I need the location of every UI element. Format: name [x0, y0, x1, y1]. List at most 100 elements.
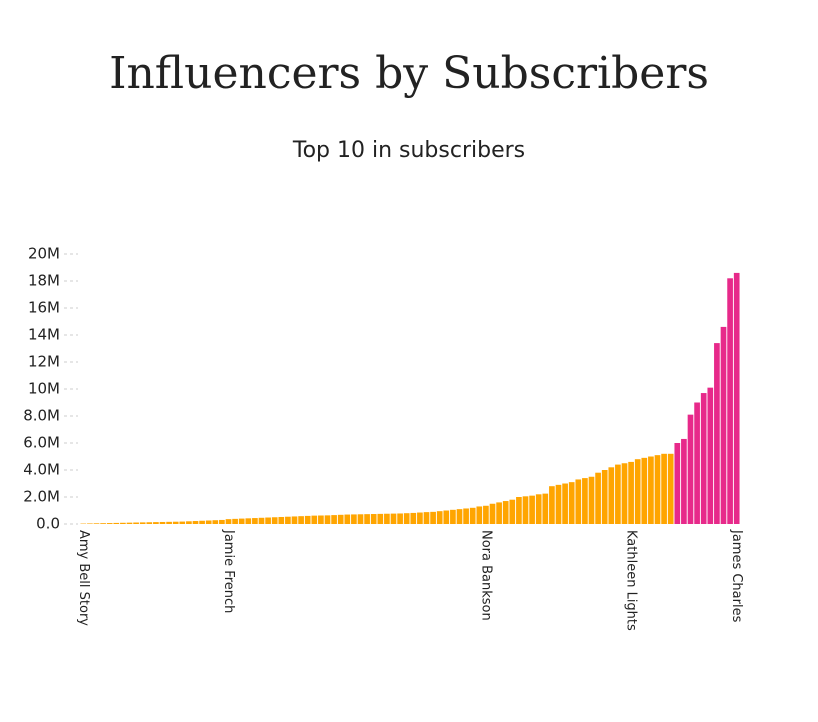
bar: [601, 470, 608, 524]
bar: [469, 507, 476, 524]
bar: [146, 522, 153, 524]
bar: [377, 513, 384, 524]
y-tick-label: 16M: [28, 299, 60, 317]
bar: [298, 516, 304, 524]
bar: [667, 453, 674, 524]
bar: [733, 272, 740, 524]
bar: [278, 516, 285, 524]
bar: [172, 521, 179, 524]
bar: [390, 513, 397, 524]
bar: [588, 476, 595, 524]
y-tick-label: 10M: [28, 380, 60, 398]
bar: [384, 513, 390, 524]
bar: [238, 518, 245, 524]
bar: [694, 402, 700, 524]
bar: [106, 523, 113, 524]
bar: [252, 518, 258, 524]
bar: [219, 519, 225, 524]
bar: [720, 326, 727, 524]
bar: [522, 496, 529, 524]
chart-title: Influencers by Subscribers: [109, 48, 709, 99]
bar: [549, 486, 555, 524]
bar: [582, 478, 588, 524]
bar: [443, 510, 450, 524]
bar: [450, 509, 456, 524]
bar: [364, 514, 370, 524]
bar: [370, 514, 377, 524]
bar: [628, 461, 634, 524]
bar: [410, 512, 417, 524]
bar: [568, 482, 575, 524]
bar: [271, 517, 278, 524]
bar: [423, 512, 430, 524]
bar: [285, 516, 291, 524]
bar: [100, 523, 106, 524]
bar: [205, 520, 212, 524]
chart-subtitle: Top 10 in subscribers: [292, 138, 525, 163]
bar: [575, 479, 582, 524]
bar: [687, 414, 694, 524]
y-tick-label: 4.0M: [23, 461, 60, 479]
bar: [707, 387, 714, 524]
bar: [93, 523, 100, 524]
bar: [186, 521, 192, 524]
bar: [232, 518, 238, 524]
bar: [199, 520, 205, 524]
bar: [615, 464, 621, 524]
bar: [212, 520, 219, 524]
y-tick-label: 20M: [28, 245, 60, 263]
bar: [245, 518, 252, 524]
bar: [463, 508, 469, 524]
y-tick-label: 8.0M: [23, 407, 60, 425]
bar: [555, 484, 562, 524]
y-tick-label: 12M: [28, 353, 60, 371]
bar: [153, 522, 159, 524]
bar: [417, 512, 423, 524]
bar: [509, 499, 516, 524]
bar: [357, 514, 364, 524]
x-tick-label: Jamie French: [221, 529, 236, 613]
bar: [126, 522, 133, 524]
bar: [397, 513, 403, 524]
bar: [159, 521, 166, 524]
y-tick-label: 6.0M: [23, 434, 60, 452]
bar: [225, 519, 232, 524]
bar: [562, 483, 568, 524]
bar: [304, 515, 311, 524]
x-tick-label: Kathleen Lights: [624, 530, 639, 631]
bar: [331, 515, 337, 524]
bar: [496, 502, 502, 524]
y-tick-label: 0.0: [36, 515, 60, 533]
bar: [674, 443, 681, 524]
bar: [139, 522, 146, 524]
bar: [648, 456, 654, 524]
bar: [621, 463, 628, 524]
bar: [337, 514, 344, 524]
y-tick-label: 14M: [28, 326, 60, 344]
bar: [641, 457, 648, 524]
bar: [133, 522, 139, 524]
bar: [542, 493, 549, 524]
bar: [483, 505, 489, 524]
bar: [403, 513, 410, 524]
bar: [179, 521, 186, 524]
bar: [608, 467, 615, 524]
bar: [166, 521, 172, 524]
bar: [311, 515, 318, 524]
y-tick-label: 2.0M: [23, 488, 60, 506]
bar: [700, 393, 707, 524]
bar: [654, 455, 661, 524]
bar: [681, 438, 687, 524]
bar: [430, 511, 436, 524]
bar: [634, 459, 641, 524]
bar: [318, 515, 324, 524]
bar: [324, 515, 331, 524]
bar: [456, 509, 463, 524]
bar: [516, 497, 522, 524]
bar: [113, 522, 120, 524]
bar: [344, 514, 351, 524]
bar: [87, 523, 93, 524]
bar: [502, 501, 509, 524]
bar: [291, 516, 298, 524]
